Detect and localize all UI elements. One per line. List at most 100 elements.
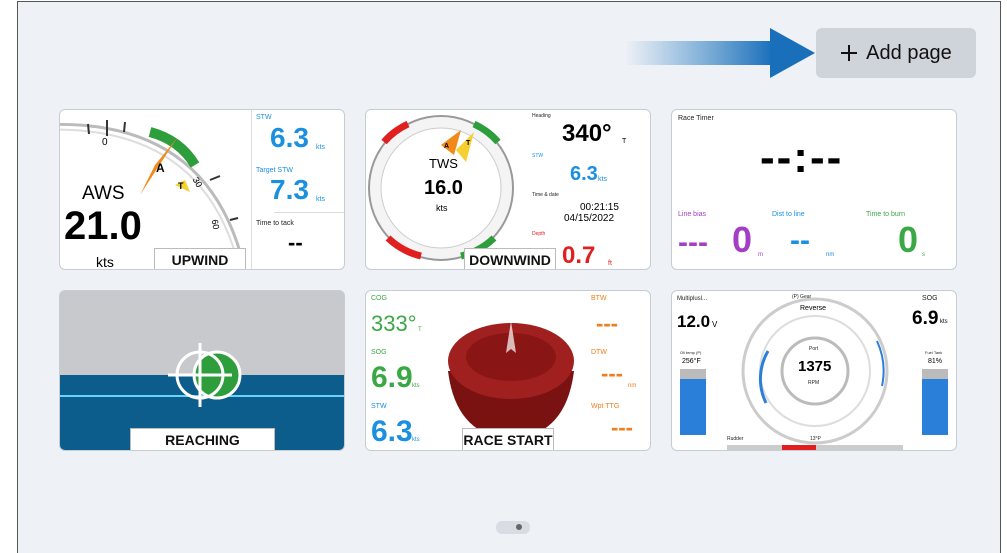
field-value: 13°P (810, 436, 821, 442)
tile-race-start[interactable]: COG 333° T SOG 6.9 kts STW 6.3 kts RACE … (365, 290, 651, 451)
field-unit: nm (628, 383, 637, 389)
field-value: 6.3 (371, 415, 413, 448)
field-unit: s (922, 252, 925, 258)
gear-value: Reverse (800, 305, 827, 312)
add-page-text: Add page (866, 41, 952, 64)
field-value: --- (678, 226, 708, 259)
field-label: Wpt TTG (591, 403, 620, 410)
field-label: Time to tack (256, 220, 294, 227)
tile-race-timer[interactable]: Race Timer --:-- Line bias --- 0 m Dist … (671, 109, 957, 270)
field-value: --- (596, 311, 618, 336)
field-value: 6.3 (570, 163, 598, 185)
main-unit: kts (436, 203, 448, 213)
field-label: COG (371, 295, 387, 302)
field-unit: ft (608, 260, 612, 267)
timer: --:-- (760, 133, 844, 182)
tile-upwind[interactable]: 0 30 60 A T AWS 21.0 kts UPWIND STW 6.3 … (59, 109, 345, 270)
dial-label: 0 (102, 137, 108, 148)
field-label: Rudder (727, 436, 744, 442)
volt-unit: V (712, 320, 718, 329)
field-label: Dist to line (772, 211, 805, 218)
field-label: STW (532, 153, 544, 159)
field-unit: kts (940, 319, 948, 325)
field-unit: kts (598, 176, 607, 183)
field-label: BTW (591, 295, 607, 302)
pointer-label: T (178, 181, 184, 191)
plus-icon (841, 45, 858, 61)
frame (17, 1, 1001, 553)
field-unit: kts (316, 196, 325, 203)
field-value: 6.9 (912, 308, 939, 329)
field-label: SOG (371, 349, 387, 356)
field-value: -- (790, 224, 810, 257)
divider (274, 212, 344, 213)
compass (448, 321, 574, 439)
tile-name: RACE START (462, 428, 554, 450)
divider (251, 110, 252, 269)
field-value: 6.3 (270, 122, 309, 153)
field-value: 00:21:15 (580, 202, 619, 213)
dial (60, 120, 247, 269)
field-value: 0 (898, 219, 919, 260)
field-value: --- (611, 415, 633, 440)
engine-graphic (680, 297, 948, 450)
tile-name: UPWIND (154, 248, 246, 269)
main-label: AWS (82, 183, 125, 204)
pointer-label: A (444, 143, 450, 150)
field-label: STW (371, 403, 387, 410)
pager-dot[interactable] (516, 524, 522, 530)
field-value: 340° (562, 120, 612, 147)
rpm-value: 1375 (798, 358, 832, 375)
field-unit: T (418, 327, 422, 333)
tile-name: Multiplusl... (677, 296, 708, 302)
tile-name: Race Timer (678, 115, 714, 122)
pager[interactable] (496, 521, 530, 534)
add-page-button[interactable]: Add page (816, 28, 976, 78)
tile-reaching[interactable]: REACHING (59, 290, 345, 451)
main-unit: kts (96, 254, 114, 270)
tile-name: DOWNWIND (464, 248, 556, 269)
field-label: Line bias (678, 211, 707, 218)
field-label: STW (256, 114, 272, 121)
arrow-body (625, 41, 773, 65)
field-value: 0 (732, 219, 753, 260)
field-label: Fuel Tank (925, 350, 943, 355)
main-value: 21.0 (64, 204, 142, 248)
main-value: 16.0 (424, 177, 463, 199)
field-unit: kts (412, 383, 420, 389)
field-value: --- (601, 361, 623, 386)
field-label: Time to burn (866, 211, 906, 218)
dial-label: 60 (209, 218, 222, 231)
field-value: 0.7 (562, 242, 596, 269)
volt-value: 12.0 (677, 312, 711, 331)
field-label: Depth (532, 231, 546, 237)
field-label: Oil temp (P) (680, 350, 702, 355)
rpm-unit: RPM (808, 380, 820, 386)
field-label: Time & date (532, 192, 559, 198)
pointer-label: T (466, 140, 471, 147)
field-unit: T (622, 138, 627, 145)
field-unit: m (758, 252, 763, 258)
field-value: -- (288, 230, 303, 255)
pointer-label: A (156, 161, 165, 175)
field-value: 04/15/2022 (564, 213, 615, 224)
field-label: SOG (922, 295, 938, 302)
tile-engine[interactable]: Multiplusl... 12.0 V (P) Gear Reverse Po… (671, 290, 957, 451)
reaching-graphic (60, 343, 344, 450)
field-unit: kts (412, 437, 420, 443)
field-label: Heading (532, 113, 551, 119)
rpm-label: Port (809, 346, 819, 352)
field-label: Target STW (256, 167, 293, 174)
field-value: 333° (371, 311, 417, 336)
tile-downwind[interactable]: A T TWS 16.0 kts DOWNWIND Heading 340° T… (365, 109, 651, 270)
field-unit: kts (316, 144, 325, 151)
arrow-head (770, 28, 815, 78)
field-label: DTW (591, 349, 607, 356)
field-value: 81% (928, 358, 943, 365)
tile-name: REACHING (130, 428, 275, 450)
main-label: TWS (429, 156, 458, 171)
field-unit: nm (826, 252, 835, 258)
field-value: 256°F (682, 358, 701, 365)
